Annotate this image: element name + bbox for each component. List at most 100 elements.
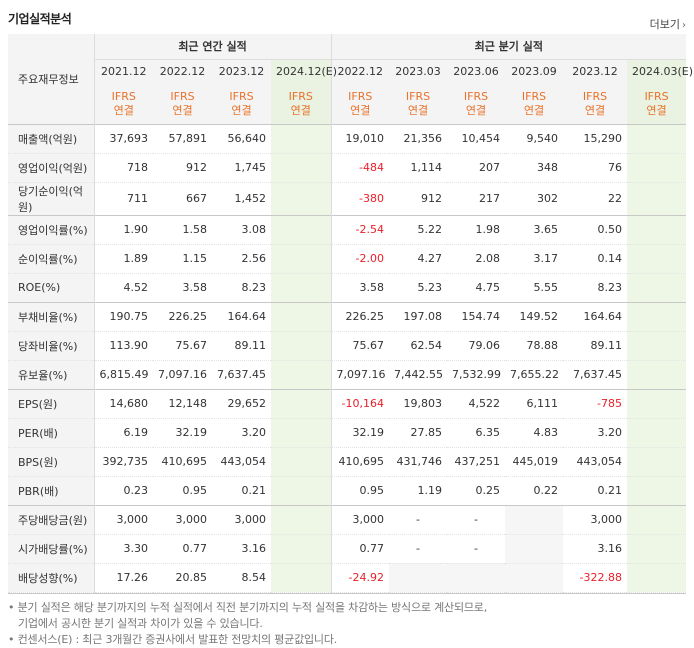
basis-standard: IFRS <box>288 89 313 103</box>
table-cell <box>627 418 687 447</box>
table-row: BPS(원) 392,735 410,695 443,054 410,695 431,74… <box>8 447 687 476</box>
table-cell: 207 <box>479 161 501 174</box>
table-cell: 7,655.22 <box>510 368 559 381</box>
table-cell: 445,019 <box>512 455 559 468</box>
table-cell: 711 <box>127 192 148 205</box>
basis-header: IFRS 연결 <box>447 84 505 124</box>
basis-header: IFRS 연결 <box>153 84 212 124</box>
period-header-row: 2021.12 2022.12 2023.12 2024.12(E) 2022.12 20… <box>8 59 693 84</box>
footnote-line-2: 기업에서 공시한 분기 실적과 차이가 있을 수 있습니다. <box>18 617 263 630</box>
table-cell <box>627 447 687 476</box>
table-cell: -484 <box>359 161 385 174</box>
table-cell <box>505 534 564 563</box>
table-cell: 21,356 <box>389 123 448 153</box>
basis-scope: 연결 <box>523 103 545 117</box>
table-cell: 62.54 <box>410 339 443 352</box>
footnote-quarterly: • 분기 실적은 해당 분기까지의 누적 실적에서 직전 분기까지의 누적 실적… <box>8 601 488 614</box>
table-cell: 410,695 <box>338 455 385 468</box>
footnote-consensus: • 컨센서스(E) : 최근 3개월간 증권사에서 발표한 전망치의 평균값입니… <box>8 633 338 646</box>
table-cell <box>505 504 564 534</box>
table-cell: 113.90 <box>109 339 149 352</box>
period-header: 2023.12 <box>572 65 618 79</box>
table-row: 시가배당률(%) 3.30 0.77 3.16 0.77 - - 3.16 <box>8 534 687 563</box>
table-cell <box>271 214 332 244</box>
table-cell <box>271 563 332 592</box>
table-cell: 27.85 <box>410 426 443 439</box>
table-cell: 0.77 <box>359 542 385 555</box>
basis-standard: IFRS <box>348 89 373 103</box>
table-cell: 7,097.16 <box>158 368 207 381</box>
footnotes: • 분기 실적은 해당 분기까지의 누적 실적에서 직전 분기까지의 누적 실적… <box>8 600 686 648</box>
table-cell: 3.16 <box>597 542 623 555</box>
basis-standard: IFRS <box>521 89 547 103</box>
table-cell: 7,097.16 <box>336 368 386 381</box>
table-row: 당좌비율(%) 113.90 75.67 89.11 75.67 62.54 79.06 78… <box>8 331 687 360</box>
table-row: 당기순이익(억원) 711 667 1,452 -380 912 217 302 22 <box>8 182 687 215</box>
period-header: 2023.06 <box>453 65 499 79</box>
table-row: 부채비율(%) 190.75 226.25 164.64 226.25 197.08 154… <box>8 301 687 331</box>
basis-header: IFRS 연결 <box>627 84 687 124</box>
table-cell: 197.08 <box>389 301 448 331</box>
basis-standard: IFRS <box>170 89 195 103</box>
basis-header: IFRS 연결 <box>271 84 332 124</box>
table-cell: 75.67 <box>175 339 208 352</box>
table-cell: 164.64 <box>563 301 628 331</box>
basis-standard: IFRS <box>463 89 489 103</box>
table-cell <box>271 388 332 418</box>
table-cell: 89.11 <box>234 339 267 352</box>
table-cell: -322.88 <box>579 571 623 584</box>
table-cell: 32.19 <box>175 426 208 439</box>
table-cell: 0.21 <box>241 484 267 497</box>
table-cell: -10,164 <box>331 388 390 418</box>
table-cell: 0.23 <box>123 484 149 497</box>
table-cell: 1.58 <box>153 214 212 244</box>
table-cell <box>627 153 687 182</box>
table-bottom-border <box>8 593 686 594</box>
table-cell: 7,637.45 <box>573 368 623 381</box>
basis-standard: IFRS <box>644 89 669 103</box>
table-cell <box>627 273 687 302</box>
period-header: 2024.03(E) <box>627 59 693 84</box>
table-cell: - <box>447 504 506 534</box>
table-cell: 912 <box>186 161 207 174</box>
table-cell: 10,454 <box>447 123 506 153</box>
basis-scope: 연결 <box>231 103 252 117</box>
table-cell: 8.23 <box>241 281 267 294</box>
table-row: 순이익률(%) 1.89 1.15 2.56 -2.00 4.27 2.08 3.17 0.14 <box>8 244 687 273</box>
table-cell: 6.35 <box>475 426 501 439</box>
table-cell: -24.92 <box>348 571 385 584</box>
table-row: EPS(원) 14,680 12,148 29,652 -10,164 19,803 4,5… <box>8 388 687 418</box>
table-cell <box>271 273 332 302</box>
table-cell: -380 <box>359 192 385 205</box>
table-cell <box>271 244 332 273</box>
table-cell: 32.19 <box>352 426 385 439</box>
table-cell: 3.30 <box>123 542 149 555</box>
row-label: PBR(배) <box>8 476 95 505</box>
basis-scope: 연결 <box>646 103 667 117</box>
table-cell <box>271 418 332 447</box>
basis-scope: 연결 <box>584 103 606 117</box>
table-cell: 3,000 <box>212 504 271 534</box>
table-cell: 226.25 <box>153 301 212 331</box>
footnote-line-1: 분기 실적은 해당 분기까지의 누적 실적에서 직전 분기까지의 누적 실적을 … <box>17 601 488 614</box>
table-cell <box>271 123 332 153</box>
table-cell <box>271 153 332 182</box>
table-cell: 7,442.55 <box>394 368 443 381</box>
basis-scope: 연결 <box>465 103 487 117</box>
row-label: 매출액(억원) <box>8 123 95 153</box>
table-cell: 0.50 <box>563 214 628 244</box>
table-cell: 1,745 <box>234 161 267 174</box>
basis-scope: 연결 <box>407 103 429 117</box>
basis-header: IFRS 연결 <box>505 84 563 124</box>
basis-scope: 연결 <box>113 103 134 117</box>
table-cell: 1.19 <box>417 484 443 497</box>
table-cell <box>627 360 687 389</box>
row-label: 당기순이익(억원) <box>8 182 95 215</box>
table-cell: 0.77 <box>182 542 208 555</box>
table-cell: 348 <box>537 161 559 174</box>
table-cell <box>271 447 332 476</box>
table-row: 주당배당금(원) 3,000 3,000 3,000 3,000- -3,000 <box>8 504 687 534</box>
basis-scope: 연결 <box>350 103 371 117</box>
table-cell: 3,000 <box>153 504 212 534</box>
more-link[interactable]: 더보기 › <box>650 16 686 32</box>
